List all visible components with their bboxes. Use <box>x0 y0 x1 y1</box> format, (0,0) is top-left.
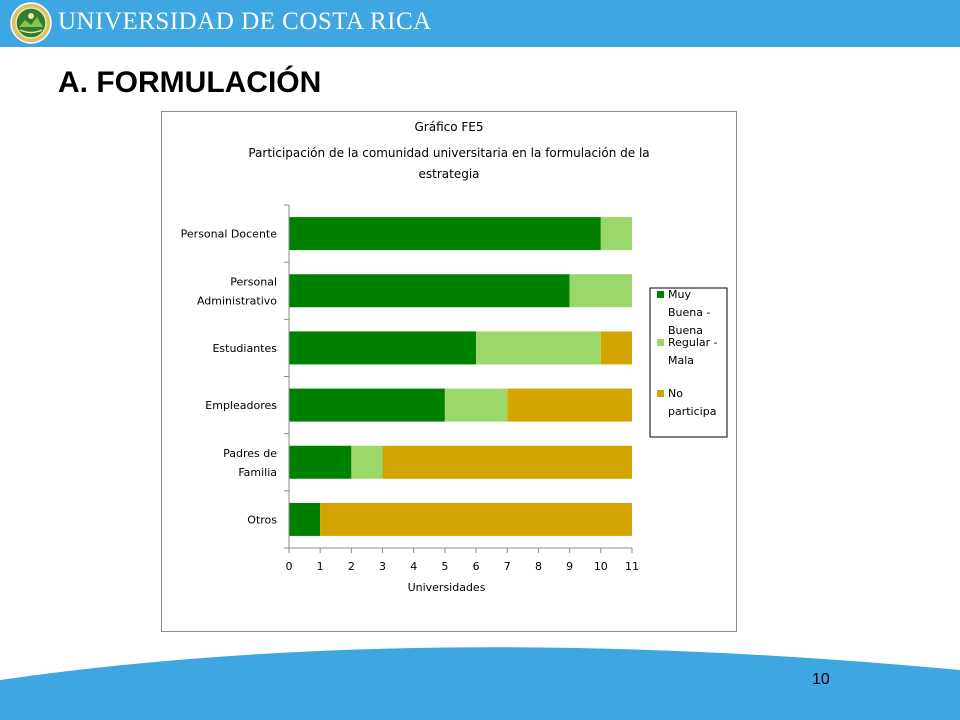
bar-segment-series-2-category-3 <box>507 388 632 422</box>
page-number: 10 <box>812 671 830 688</box>
legend-label: Regular - <box>668 336 718 349</box>
category-label: Otros <box>247 513 277 526</box>
legend-box <box>649 287 728 438</box>
x-tick-label: 5 <box>441 560 448 573</box>
bar-segment-series-0-category-5 <box>289 502 321 536</box>
top-banner: UNIVERSIDAD DE COSTA RICA <box>0 0 960 47</box>
category-label: Personal Docente <box>181 228 278 241</box>
bar-segment-series-2-category-2 <box>600 331 632 365</box>
legend-label: participa <box>668 405 716 418</box>
bar-segment-series-1-category-0 <box>600 217 632 251</box>
legend-label: Muy <box>668 288 691 301</box>
bar-segment-series-1-category-4 <box>351 445 383 479</box>
legend-label: No <box>668 387 683 400</box>
chart-title-line: Participación de la comunidad universita… <box>248 146 649 160</box>
category-label: Estudiantes <box>212 342 277 355</box>
category-labels: Personal Docente Personal Administrativo Es… <box>181 228 278 527</box>
category-label: Empleadores <box>205 399 277 412</box>
x-tick-label: 6 <box>473 560 480 573</box>
chart-title-line: Gráfico FE5 <box>414 120 483 134</box>
university-seal-icon <box>10 2 52 44</box>
chart-title: Gráfico FE5 Participación de la comunidad… <box>248 120 649 181</box>
bar-segment-series-1-category-2 <box>476 331 601 365</box>
category-label: Padres de <box>223 447 277 460</box>
chart-title-line: estrategia <box>418 167 479 181</box>
section-title: A. FORMULACIÓN <box>58 66 322 99</box>
x-tick-label: 7 <box>504 560 511 573</box>
x-tick-label: 1 <box>317 560 324 573</box>
bar-segment-series-0-category-1 <box>289 274 570 308</box>
university-name: UNIVERSIDAD DE COSTA RICA <box>58 8 432 35</box>
legend-label: Buena <box>668 324 703 337</box>
bar-segment-series-0-category-4 <box>289 445 352 479</box>
legend-label: Buena - <box>668 306 710 319</box>
category-label: Familia <box>238 466 277 479</box>
x-tick-label: 0 <box>286 560 293 573</box>
bar-segment-series-2-category-5 <box>320 502 632 536</box>
legend-swatch <box>657 390 664 397</box>
x-tick-label: 8 <box>535 560 542 573</box>
chart-frame: Gráfico FE5 Participación de la comunidad… <box>161 111 737 632</box>
x-tick-label: 4 <box>410 560 417 573</box>
bar-segment-series-1-category-3 <box>444 388 508 422</box>
x-tick-label: 2 <box>348 560 355 573</box>
x-tick-label: 11 <box>625 560 639 573</box>
bars <box>289 217 632 536</box>
x-axis-title: Universidades <box>408 581 486 594</box>
category-label: Administrativo <box>197 294 277 307</box>
bar-segment-series-0-category-2 <box>289 331 477 365</box>
legend-swatch <box>657 291 664 298</box>
bar-segment-series-0-category-0 <box>289 217 601 251</box>
legend-swatch <box>657 339 664 346</box>
bar-segment-series-0-category-3 <box>289 388 445 422</box>
x-tick-label: 10 <box>594 560 608 573</box>
x-tick-label: 3 <box>379 560 386 573</box>
legend-label: Mala <box>668 354 694 367</box>
category-label: Personal <box>230 275 277 288</box>
axes: 0 1 2 3 4 5 6 7 8 9 10 11 Universidades <box>284 204 639 594</box>
stacked-bar-chart: Gráfico FE5 Participación de la comunidad… <box>181 120 728 594</box>
bottom-wave-decoration <box>0 647 960 720</box>
bar-segment-series-2-category-4 <box>382 445 632 479</box>
bar-segment-series-1-category-1 <box>569 274 632 308</box>
x-tick-label: 9 <box>566 560 573 573</box>
